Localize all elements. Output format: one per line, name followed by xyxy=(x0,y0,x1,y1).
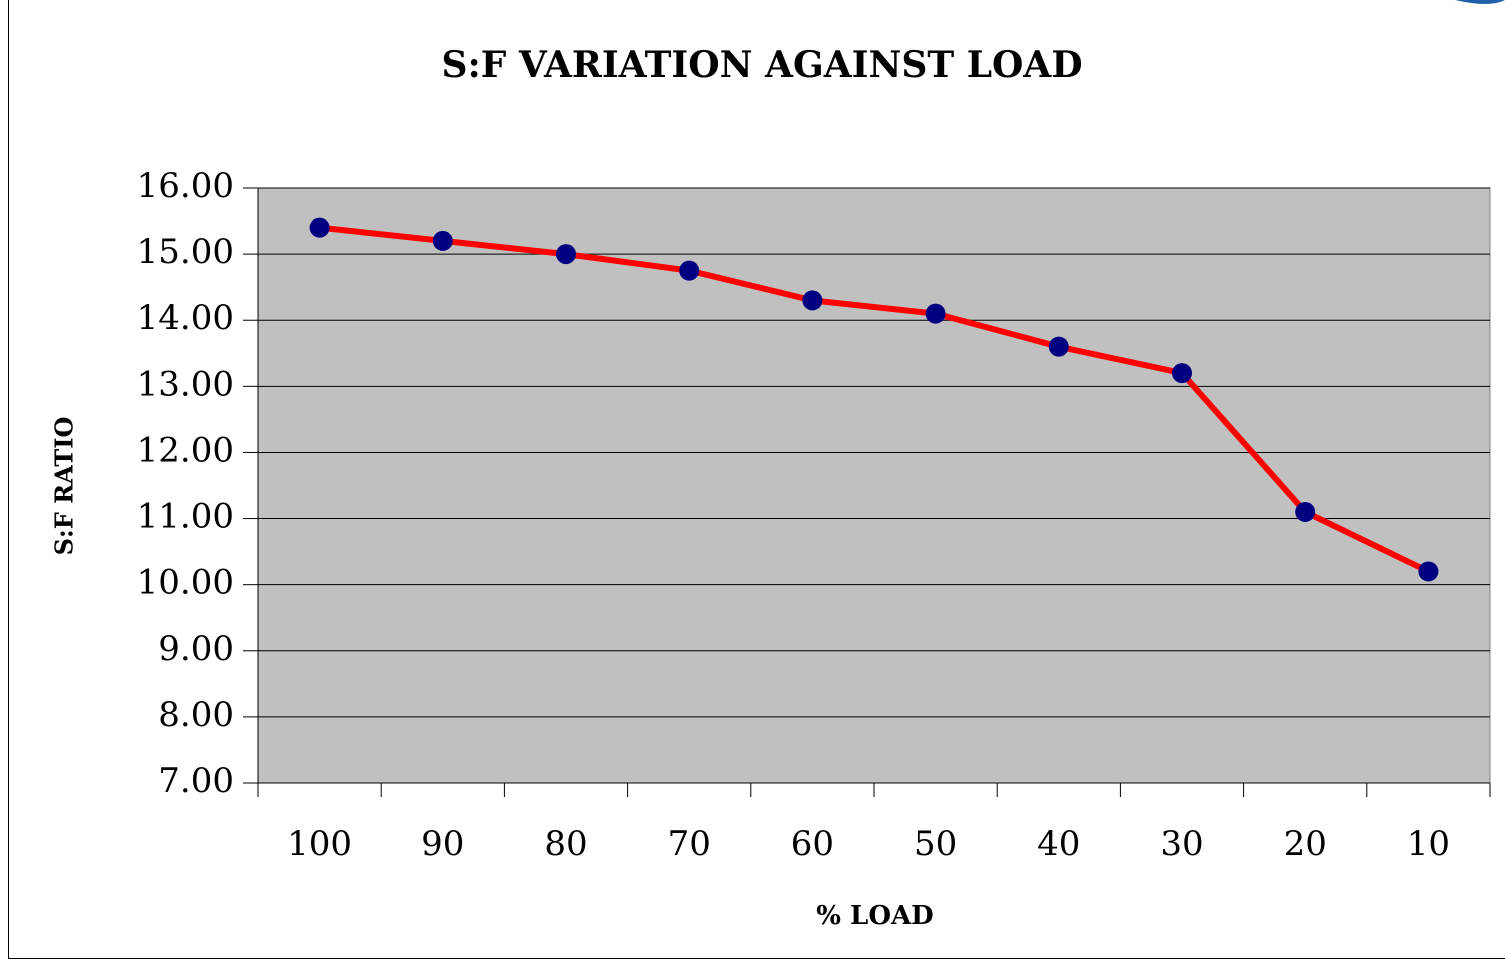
y-tick-label: 12.00 xyxy=(137,430,234,470)
x-tick-label: 30 xyxy=(1160,824,1203,864)
y-tick-label: 9.00 xyxy=(158,629,234,669)
x-tick-label: 40 xyxy=(1037,824,1080,864)
y-tick-label: 13.00 xyxy=(137,364,234,404)
y-tick-label: 14.00 xyxy=(137,298,234,338)
y-tick-label: 11.00 xyxy=(137,497,234,537)
marker xyxy=(432,230,453,251)
plot-area xyxy=(257,187,1491,784)
marker xyxy=(1048,336,1069,357)
marker xyxy=(802,290,823,311)
y-tick-label: 10.00 xyxy=(137,563,234,603)
y-tick-label: 8.00 xyxy=(158,695,234,735)
x-axis-title: % LOAD xyxy=(816,901,933,931)
x-tick-label: 20 xyxy=(1284,824,1327,864)
marker xyxy=(309,217,330,238)
y-tick-label: 7.00 xyxy=(158,761,234,801)
marker xyxy=(1172,363,1192,384)
x-tick-label: 100 xyxy=(287,824,352,864)
marker xyxy=(679,260,700,281)
y-tick-label: 16.00 xyxy=(137,166,234,206)
x-tick-label: 70 xyxy=(668,824,711,864)
marker xyxy=(1295,501,1316,522)
y-axis-title: S:F RATIO xyxy=(50,417,79,556)
y-tick-label: 15.00 xyxy=(137,232,234,272)
x-tick-label: 50 xyxy=(914,824,957,864)
marker xyxy=(925,303,946,324)
x-tick-label: 80 xyxy=(544,824,587,864)
chart-title: S:F VARIATION AGAINST LOAD xyxy=(441,44,1082,86)
corner-decoration xyxy=(1455,0,1505,4)
x-tick-label: 90 xyxy=(421,824,464,864)
marker xyxy=(556,244,576,265)
line xyxy=(319,224,1430,575)
marker xyxy=(1418,561,1439,582)
x-tick-label: 60 xyxy=(791,824,834,864)
x-tick-label: 10 xyxy=(1407,824,1450,864)
